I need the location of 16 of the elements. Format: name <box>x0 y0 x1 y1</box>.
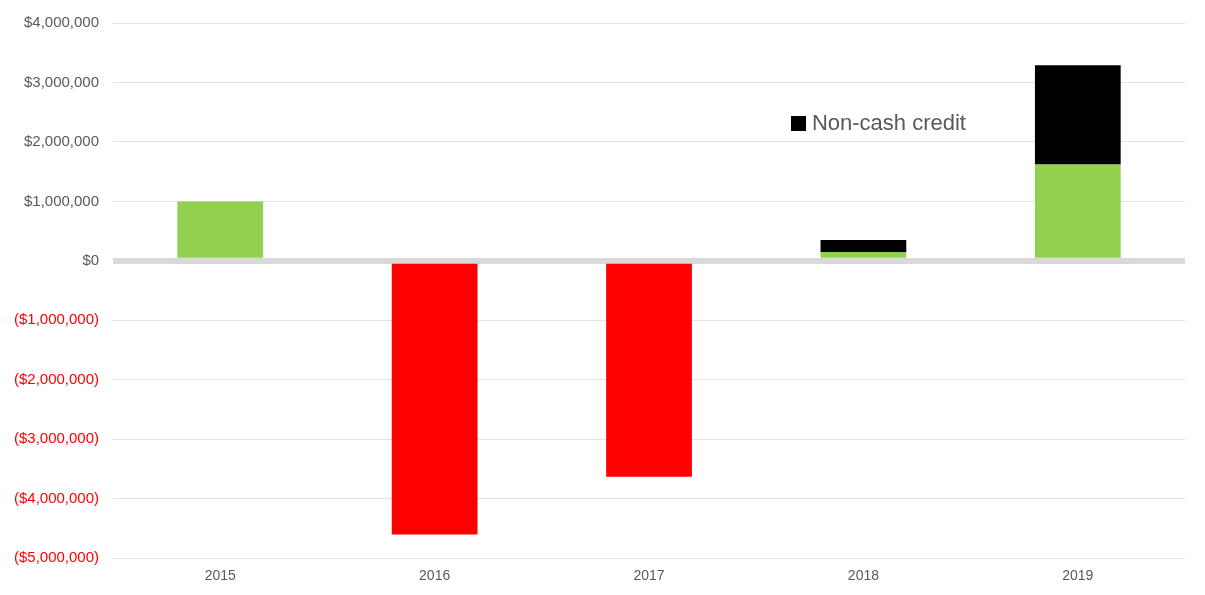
x-tick-label: 2017 <box>633 567 665 584</box>
x-tick-label: 2015 <box>204 567 237 584</box>
y-tick-label: ($5,000,000) <box>13 548 100 566</box>
x-tick-label: 2018 <box>847 567 880 584</box>
y-tick-label: $0 <box>82 251 100 269</box>
x-tick-label: 2019 <box>1062 567 1094 584</box>
y-tick-label: $3,000,000 <box>23 72 100 90</box>
y-tick-label: $4,000,000 <box>23 13 100 31</box>
y-tick-label: $1,000,000 <box>23 191 100 209</box>
y-tick-label: ($3,000,000) <box>13 429 100 447</box>
x-tick-label: 2016 <box>419 567 451 584</box>
y-tick-label: $2,000,000 <box>23 132 100 150</box>
y-tick-label: ($4,000,000) <box>13 488 100 506</box>
y-tick-label: ($2,000,000) <box>13 369 100 387</box>
y-tick-label: ($1,000,000) <box>13 310 100 328</box>
legend-label: Non-cash credit <box>811 110 966 136</box>
